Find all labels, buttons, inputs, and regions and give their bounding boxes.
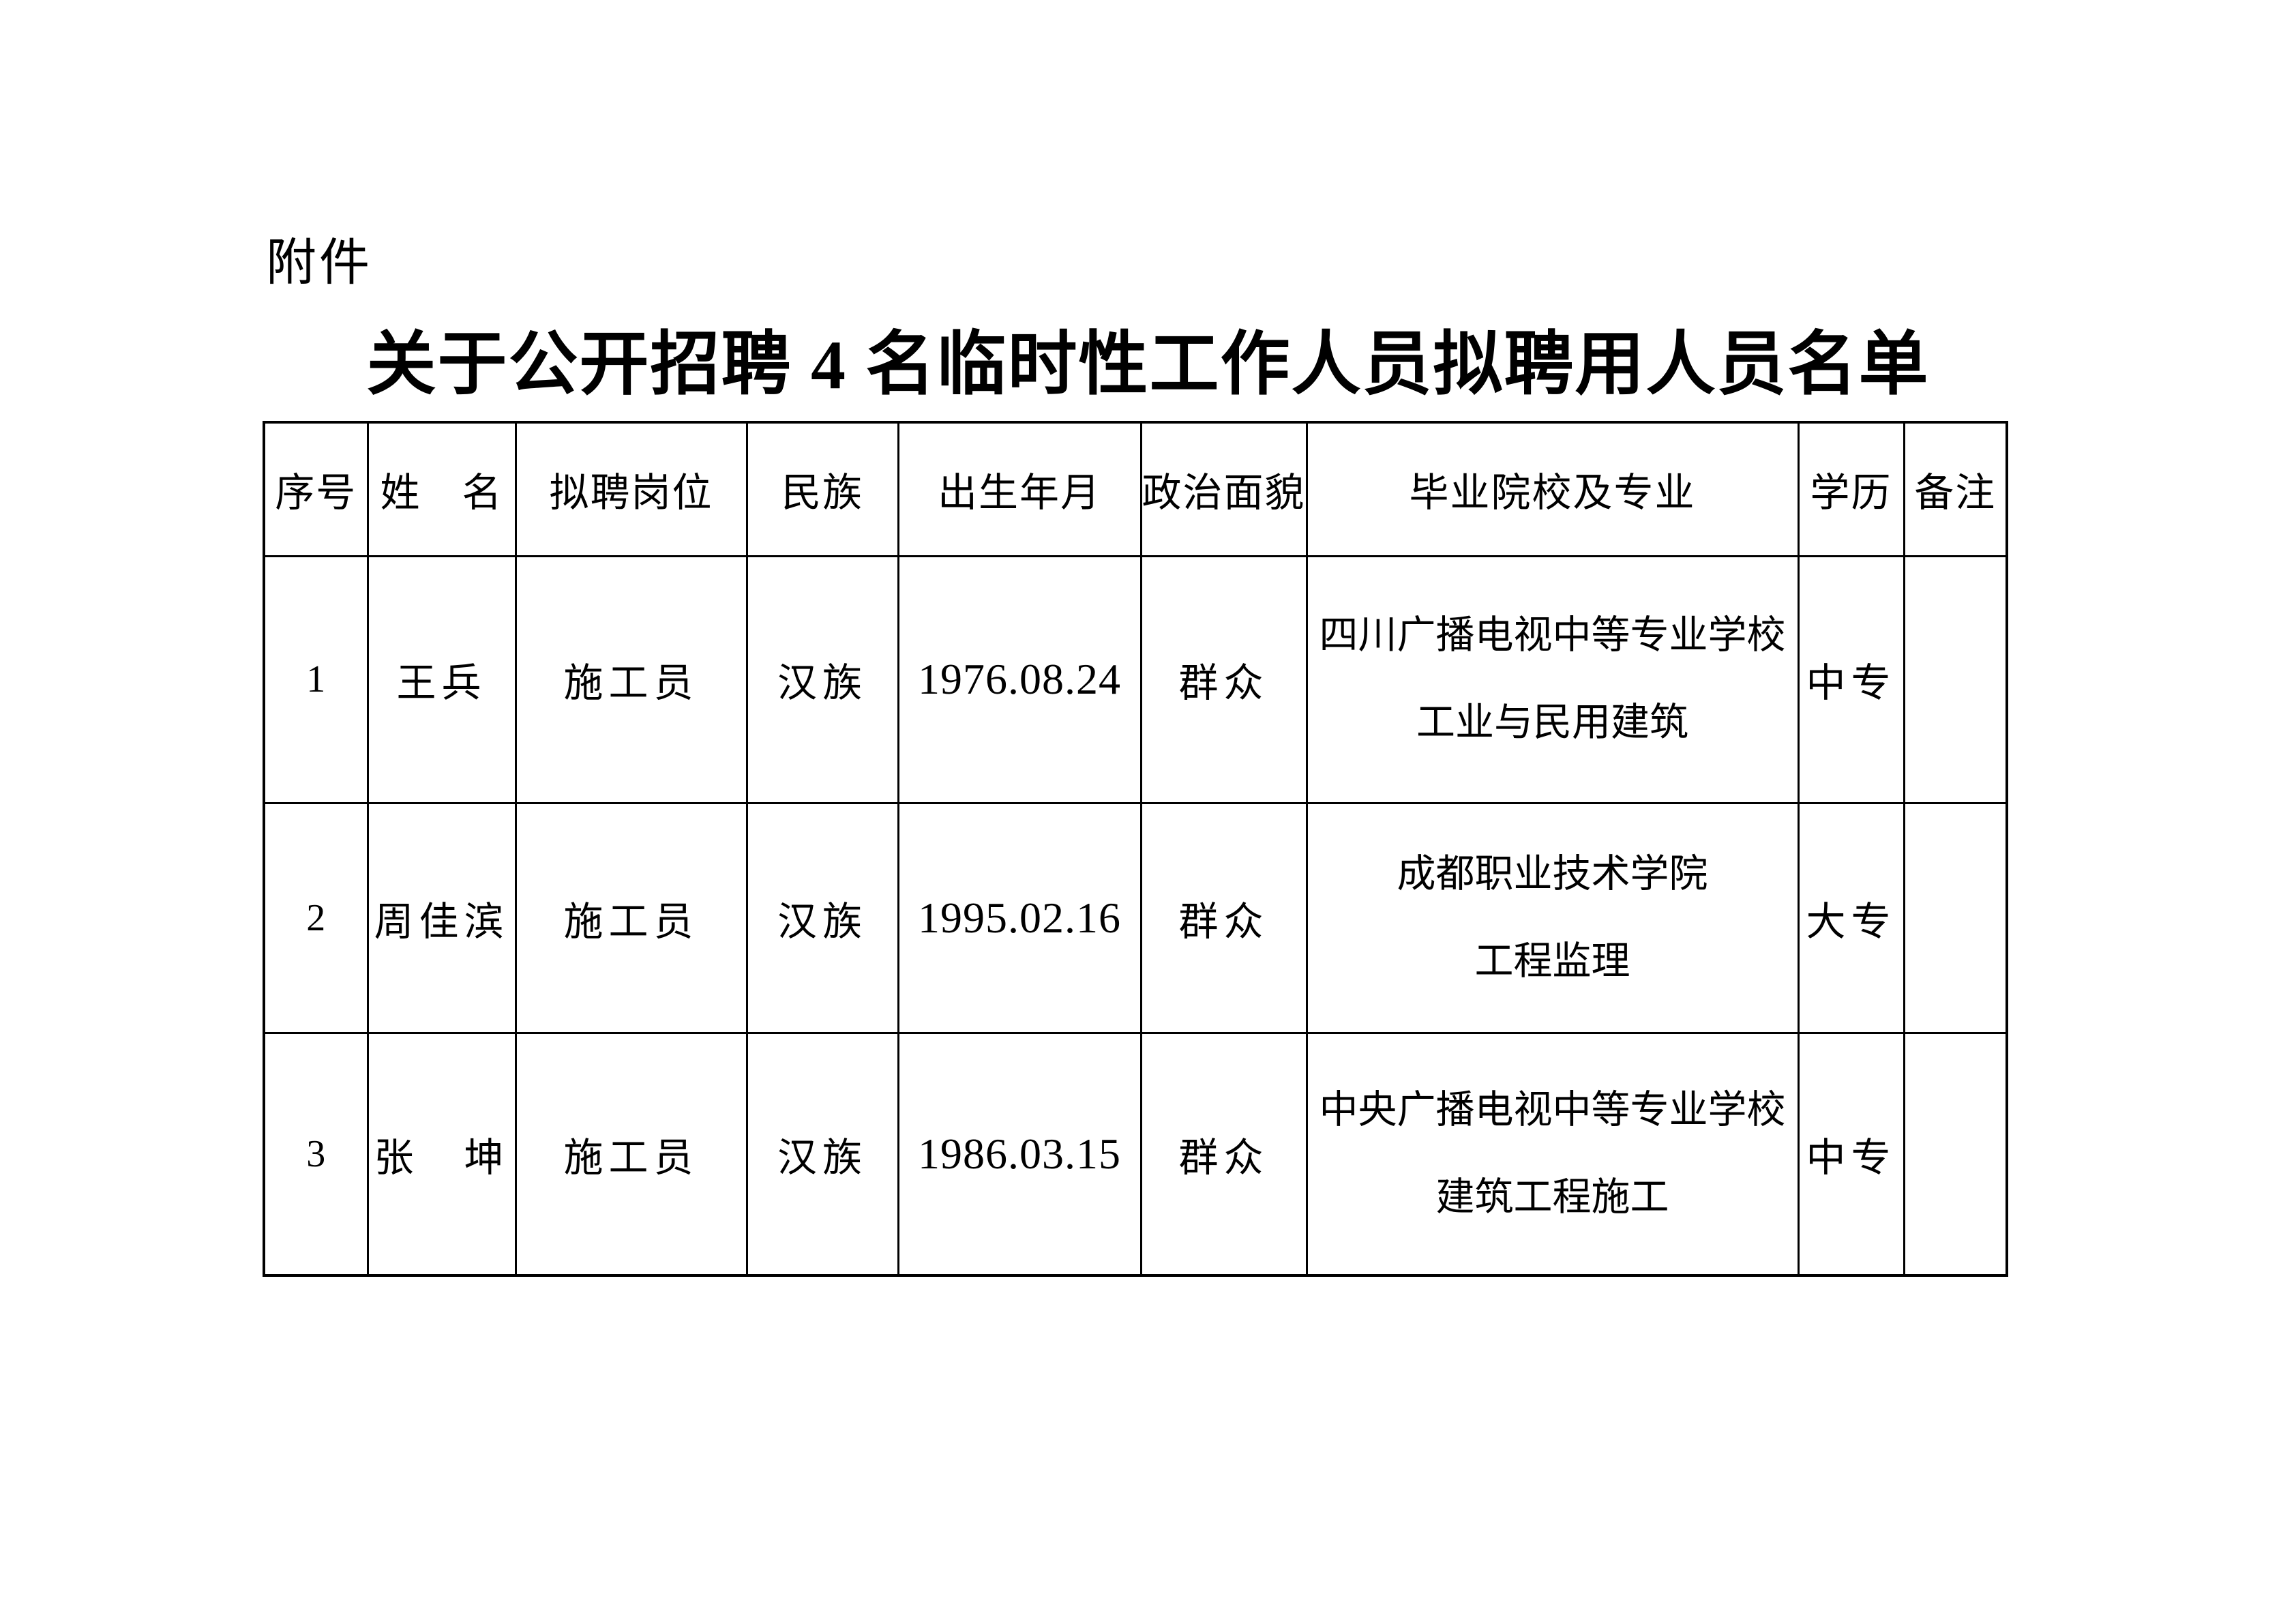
cell-political-status: 群众 [1139, 555, 1308, 804]
table-header-row: 序号 姓 名 拟聘岗位 民族 出生年月 政治面貌 毕业院校及专业 学历 备注 [263, 421, 2008, 557]
column-header-birth-date: 出生年月 [897, 421, 1142, 557]
cell-ethnicity: 汉族 [745, 555, 899, 804]
cell-political-status: 群众 [1139, 801, 1308, 1034]
column-header-position: 拟聘岗位 [514, 421, 748, 557]
cell-education: 大专 [1797, 801, 1905, 1034]
cell-position: 施工员 [514, 1031, 748, 1277]
school-name: 成都职业技术学院 [1397, 852, 1708, 896]
column-header-serial: 序号 [263, 421, 369, 557]
table-row: 3 张 坤 施工员 汉族 1986.03.15 群众 中央广播电视中等专业学校 … [263, 1031, 2008, 1277]
cell-birth-date: 1976.08.24 [897, 555, 1142, 804]
cell-serial: 1 [263, 555, 369, 804]
cell-school-major: 成都职业技术学院 工程监理 [1305, 801, 1800, 1034]
cell-birth-date: 1986.03.15 [897, 1031, 1142, 1277]
cell-name: 周佳滨 [366, 801, 517, 1034]
cell-political-status: 群众 [1139, 1031, 1308, 1277]
cell-birth-date: 1995.02.16 [897, 801, 1142, 1034]
cell-education: 中专 [1797, 1031, 1905, 1277]
school-name: 中央广播电视中等专业学校 [1319, 1088, 1786, 1132]
column-header-name: 姓 名 [366, 421, 517, 557]
cell-name: 张 坤 [366, 1031, 517, 1277]
column-header-education: 学历 [1797, 421, 1905, 557]
page-title: 关于公开招聘 4 名临时性工作人员拟聘用人员名单 [366, 327, 1930, 404]
cell-remarks [1903, 801, 2008, 1034]
table-row: 1 王兵 施工员 汉族 1976.08.24 群众 四川广播电视中等专业学校 工… [263, 555, 2008, 804]
cell-position: 施工员 [514, 555, 748, 804]
major-name: 工业与民用建筑 [1416, 701, 1688, 744]
cell-position: 施工员 [514, 801, 748, 1034]
major-name: 工程监理 [1474, 939, 1630, 983]
attachment-label: 附件 [266, 234, 372, 291]
cell-education: 中专 [1797, 555, 1905, 804]
cell-remarks [1903, 1031, 2008, 1277]
candidates-table: 序号 姓 名 拟聘岗位 民族 出生年月 政治面貌 毕业院校及专业 学历 备注 1… [263, 421, 2008, 1277]
cell-remarks [1903, 555, 2008, 804]
cell-school-major: 中央广播电视中等专业学校 建筑工程施工 [1305, 1031, 1800, 1277]
cell-ethnicity: 汉族 [745, 1031, 899, 1277]
cell-name: 王兵 [366, 555, 517, 804]
cell-school-major: 四川广播电视中等专业学校 工业与民用建筑 [1305, 555, 1800, 804]
column-header-ethnicity: 民族 [745, 421, 899, 557]
cell-ethnicity: 汉族 [745, 801, 899, 1034]
column-header-school-major: 毕业院校及专业 [1305, 421, 1800, 557]
cell-serial: 3 [263, 1031, 369, 1277]
school-name: 四川广播电视中等专业学校 [1319, 614, 1786, 657]
major-name: 建筑工程施工 [1435, 1175, 1669, 1219]
table-row: 2 周佳滨 施工员 汉族 1995.02.16 群众 成都职业技术学院 工程监理… [263, 801, 2008, 1034]
column-header-remarks: 备注 [1903, 421, 2008, 557]
cell-serial: 2 [263, 801, 369, 1034]
column-header-political-status: 政治面貌 [1139, 421, 1308, 557]
